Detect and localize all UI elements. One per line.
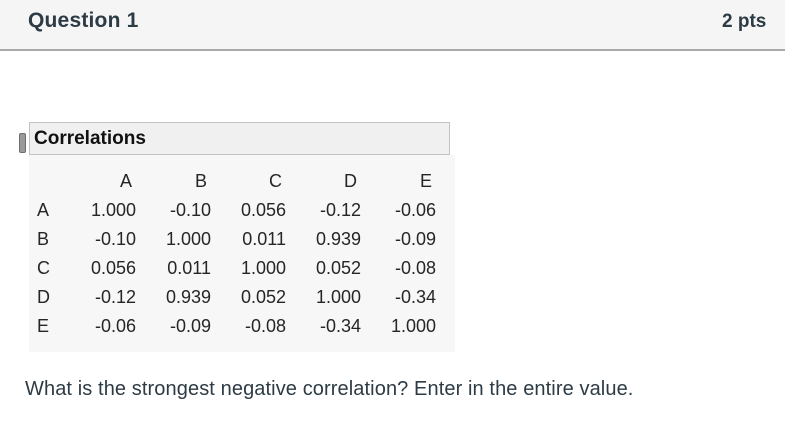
correlations-report-image: Correlations A B C D E A 1 [19, 122, 455, 352]
column-header: A [119, 171, 132, 191]
table-row: D -0.12 0.939 0.052 1.000 -0.34 [37, 283, 436, 312]
row-label: C [37, 258, 50, 278]
report-title: Correlations [34, 127, 146, 149]
correlation-value: -0.10 [94, 229, 136, 249]
correlation-value: 1.000 [165, 229, 211, 249]
correlation-value: 0.011 [242, 229, 286, 249]
correlation-value: -0.08 [394, 258, 436, 278]
column-header: E [419, 171, 432, 191]
column-header-row: A B C D E [37, 167, 436, 196]
correlation-value: -0.34 [394, 287, 436, 307]
column-header: D [344, 171, 357, 191]
correlation-value: -0.12 [319, 200, 361, 220]
table-row: A 1.000 -0.10 0.056 -0.12 -0.06 [37, 196, 436, 225]
correlation-value: 1.000 [315, 287, 361, 307]
column-header: B [194, 171, 207, 191]
correlation-value: -0.09 [169, 316, 211, 336]
question-header: Question 1 2 pts [0, 0, 785, 51]
correlation-value: -0.06 [94, 316, 136, 336]
correlation-value: 1.000 [240, 258, 286, 278]
table-row: C 0.056 0.011 1.000 0.052 -0.08 [37, 254, 436, 283]
correlation-matrix: A B C D E A 1.000 -0.10 0.056 -0.12 -0.0 [29, 155, 455, 352]
question-title: Question 1 [28, 9, 139, 32]
report-collapse-handle-icon [19, 133, 26, 153]
report-title-bar: Correlations [29, 122, 450, 155]
correlation-value: 0.052 [240, 287, 286, 307]
correlation-value: -0.34 [319, 316, 361, 336]
correlation-value: 0.056 [90, 258, 136, 278]
column-header: C [269, 171, 282, 191]
correlation-table: A B C D E A 1.000 -0.10 0.056 -0.12 -0.0 [37, 167, 436, 341]
correlation-value: 0.939 [315, 229, 361, 249]
corner-cell [37, 167, 61, 196]
correlation-value: 0.056 [240, 200, 286, 220]
table-row: B -0.10 1.000 0.011 0.939 -0.09 [37, 225, 436, 254]
correlation-value: -0.08 [244, 316, 286, 336]
correlation-value: 0.052 [315, 258, 361, 278]
correlation-value: -0.09 [394, 229, 436, 249]
correlation-value: -0.06 [394, 200, 436, 220]
correlation-value: -0.10 [169, 200, 211, 220]
row-label: E [37, 316, 50, 336]
question-text: What is the strongest negative correlati… [25, 378, 634, 400]
question-points-badge: 2 pts [722, 11, 767, 32]
row-label: D [37, 287, 50, 307]
correlation-value: 1.000 [90, 200, 136, 220]
correlation-value: 0.939 [165, 287, 211, 307]
row-label: B [37, 229, 50, 249]
row-label: A [37, 200, 50, 220]
correlation-value: 1.000 [390, 316, 436, 336]
correlation-value: 0.011 [167, 258, 211, 278]
correlation-value: -0.12 [94, 287, 136, 307]
table-row: E -0.06 -0.09 -0.08 -0.34 1.000 [37, 312, 436, 341]
